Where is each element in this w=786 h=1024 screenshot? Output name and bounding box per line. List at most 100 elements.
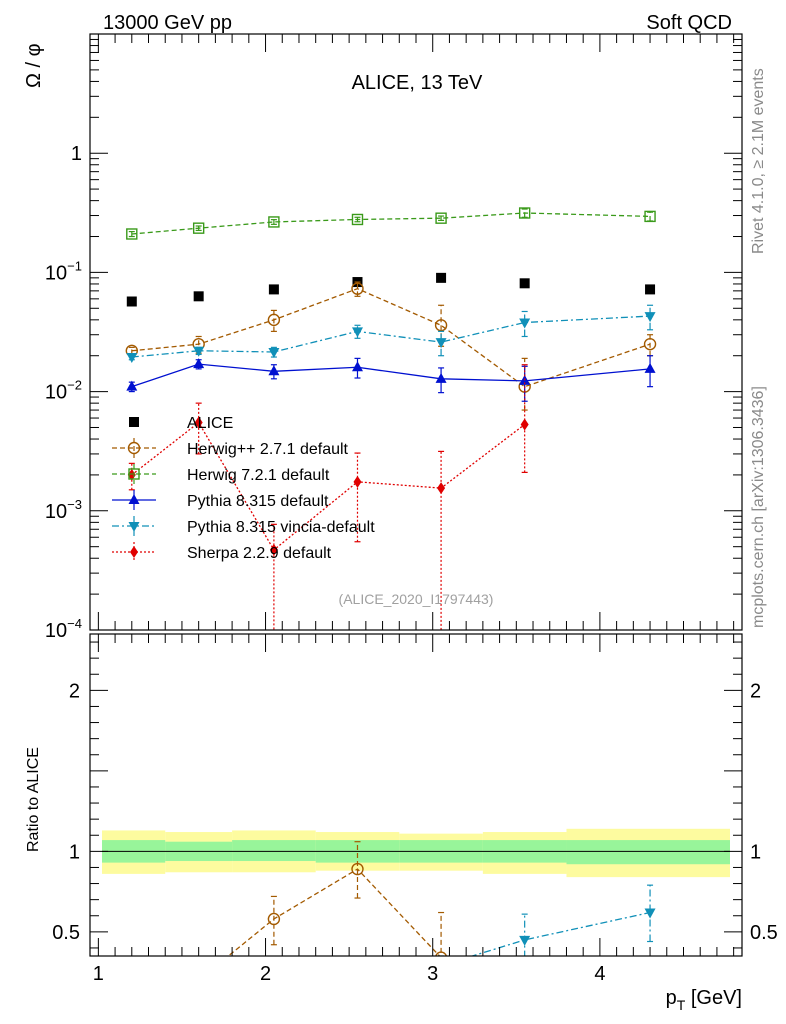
- legend-marker: [130, 546, 138, 558]
- y-tick-label: 1: [71, 143, 82, 165]
- y-tick-label-exp: −4: [67, 616, 82, 631]
- series-5: [127, 364, 529, 630]
- x-tick-label: 3: [427, 963, 438, 985]
- upper-y-axis-label: Ω / φ: [23, 43, 45, 88]
- rivet-version-label: Rivet 4.1.0, ≥ 2.1M events: [750, 68, 767, 254]
- x-axis-label-unit: [GeV]: [685, 987, 742, 1009]
- data-point: [435, 338, 447, 349]
- x-tick-label: 4: [594, 963, 605, 985]
- legend-marker: [127, 441, 141, 455]
- ratio-point: [519, 935, 531, 946]
- ratio-point: [267, 912, 281, 926]
- data-point: [519, 278, 530, 289]
- upper-frame: [89, 33, 743, 631]
- data-point: [127, 468, 136, 481]
- legend-label: Herwig 7.2.1 default: [187, 467, 330, 484]
- y-tick-label-base: 10: [45, 620, 67, 642]
- lower-y-axis-label: Ratio to ALICE: [25, 747, 42, 852]
- analysis-id-label: (ALICE_2020_I1797443): [339, 591, 494, 607]
- series-line: [131, 363, 651, 388]
- series-1: [125, 281, 657, 411]
- y-tick-label-exp: −3: [67, 497, 82, 512]
- ratio-point: [351, 862, 364, 876]
- data-point: [193, 346, 205, 357]
- ratio-y-tick-label-right: 1: [750, 841, 761, 863]
- series-2: [126, 207, 656, 240]
- x-axis-label-main: p: [666, 987, 677, 1009]
- x-tick-label: 1: [93, 963, 104, 985]
- legend-marker: [128, 522, 140, 532]
- data-point: [126, 353, 138, 364]
- ratio-series-1: [438, 884, 656, 956]
- ratio-point: [644, 908, 656, 919]
- data-point: [268, 347, 280, 358]
- y-tick-label-exp: −1: [67, 258, 82, 273]
- chart-title: ALICE, 13 TeV: [352, 72, 483, 94]
- series-3: [126, 355, 656, 402]
- y-tick-label: 10−1: [45, 258, 82, 284]
- data-point: [192, 222, 205, 234]
- data-point: [644, 362, 656, 373]
- data-point: [353, 475, 362, 488]
- band-inner: [566, 840, 730, 865]
- data-point: [436, 272, 447, 283]
- x-tick-label: 2: [260, 963, 271, 985]
- legend-label: Herwig++ 2.7.1 default: [187, 441, 349, 458]
- data-point: [644, 312, 656, 323]
- data-point: [193, 291, 204, 302]
- legend-label: Pythia 8.315 default: [187, 493, 329, 510]
- data-point: [519, 318, 531, 329]
- legend-label: Pythia 8.315 vincia-default: [187, 519, 375, 536]
- ratio-y-tick-label: 0.5: [52, 922, 80, 944]
- y-tick-label: 10−3: [45, 497, 82, 523]
- legend-marker: [129, 417, 139, 427]
- process-label: Soft QCD: [646, 12, 732, 34]
- data-point: [267, 313, 281, 327]
- series-line: [131, 212, 651, 235]
- y-tick-label-base: 10: [45, 262, 67, 284]
- y-tick-label-base: 10: [45, 382, 67, 404]
- data-point: [644, 210, 656, 223]
- data-point: [520, 418, 529, 431]
- x-axis-label: pT [GeV]: [666, 987, 742, 1013]
- data-point: [645, 284, 656, 295]
- data-point: [126, 296, 137, 307]
- legend: ALICE Herwig++ 2.7.1 default Herwig 7.2.1 …: [112, 415, 375, 562]
- data-point: [126, 380, 138, 391]
- ratio-point: [193, 975, 204, 986]
- y-tick-label-base: 1: [71, 143, 82, 165]
- legend-label: ALICE: [187, 415, 233, 432]
- ratio-line: [227, 868, 441, 956]
- data-point: [193, 358, 205, 369]
- x-axis-label-sub: T: [677, 997, 686, 1013]
- data-point: [435, 212, 447, 224]
- series-line: [131, 315, 651, 358]
- y-tick-label: 10−4: [45, 616, 82, 642]
- data-point: [351, 282, 364, 295]
- data-point: [643, 337, 657, 351]
- lower-panel: 0.5 0.5 1 1 2 2 1 2 3 4 Ratio to ALICE: [25, 633, 778, 986]
- ratio-point: [435, 951, 448, 956]
- beam-label: 13000 GeV pp: [103, 12, 232, 34]
- upper-panel: 10−410−310−210−11 ALICE, 13 TeV (ALICE_2…: [23, 33, 743, 642]
- data-point: [518, 207, 531, 219]
- data-point: [351, 361, 363, 372]
- ratio-series-0: [193, 841, 448, 986]
- ratio-y-tick-label: 1: [69, 841, 80, 863]
- data-point: [268, 216, 280, 228]
- data-point: [126, 228, 138, 240]
- y-tick-label-base: 10: [45, 501, 67, 523]
- band-inner: [232, 840, 316, 862]
- data-point: [351, 327, 363, 338]
- y-tick-label-exp: −2: [67, 378, 82, 393]
- ratio-y-tick-label: 2: [69, 680, 80, 702]
- legend-marker: [128, 468, 140, 480]
- legend-marker: [128, 494, 140, 504]
- data-point: [269, 543, 278, 556]
- series-line: [131, 421, 526, 551]
- y-tick-label: 10−2: [45, 378, 82, 404]
- ratio-y-tick-label-right: 0.5: [750, 922, 778, 944]
- data-point: [268, 365, 280, 376]
- data-point: [351, 213, 364, 226]
